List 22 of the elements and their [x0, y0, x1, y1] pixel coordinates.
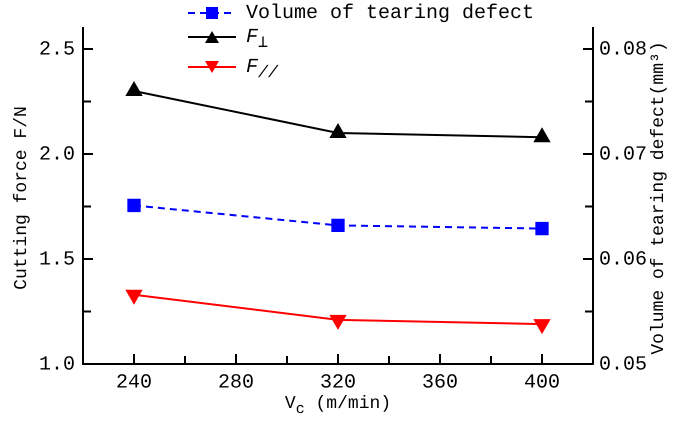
- y2-tick-label: 0.06: [599, 248, 648, 272]
- y-tick-label: 1.0: [38, 353, 75, 376]
- x-tick-label: 400: [524, 371, 560, 394]
- legend-label: Volume of tearing defect: [246, 2, 534, 25]
- y2-axis-title: Volume of tearing defect(mm³): [649, 41, 669, 355]
- y-tick-label: 1.5: [38, 248, 75, 272]
- point: [535, 222, 549, 236]
- y-tick-label: 2.5: [38, 38, 75, 62]
- y-tick-label: 2.0: [38, 143, 75, 166]
- x-tick-label: 320: [320, 371, 356, 394]
- x-tick-label: 360: [422, 371, 458, 394]
- y2-tick-label: 0.05: [599, 353, 648, 376]
- y-axis-title: Cutting force F/N: [12, 106, 32, 290]
- y2-tick-label: 0.07: [599, 143, 648, 166]
- point: [331, 218, 345, 232]
- legend-label: F$_{⊥}$: [246, 26, 268, 53]
- legend-label: F$_{//}$: [246, 56, 278, 83]
- x-axis-title: V$_{c}$ (m/min): [284, 394, 392, 418]
- point: [127, 198, 141, 212]
- x-tick-label: 240: [116, 371, 152, 394]
- x-tick-label: 280: [218, 371, 254, 394]
- y2-tick-label: 0.08: [599, 38, 648, 62]
